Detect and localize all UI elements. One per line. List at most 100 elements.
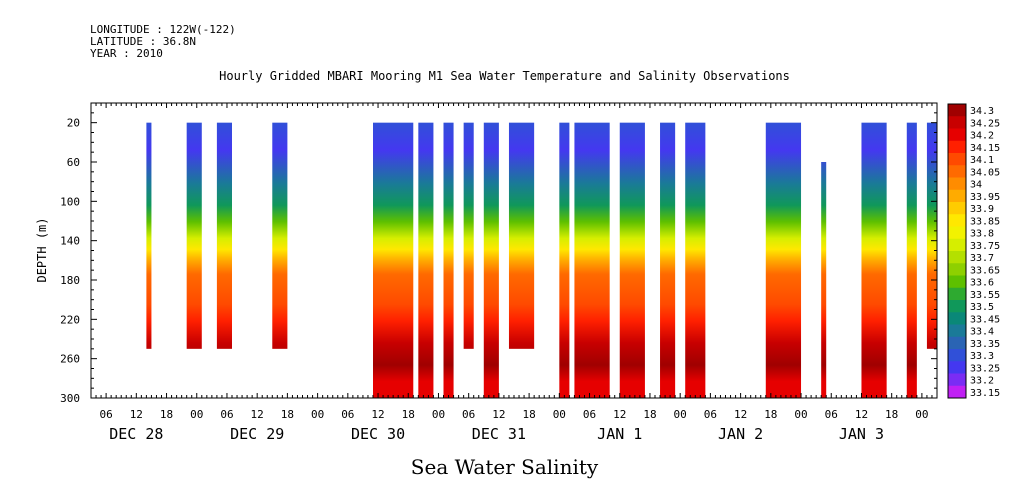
data-column-15 <box>765 122 802 399</box>
colorbar-label: 34.2 <box>970 131 994 142</box>
longitude-label: LONGITUDE : 122W(-122) <box>90 23 236 36</box>
colorbar-swatch <box>948 189 966 203</box>
x-hour-label: 06 <box>704 408 717 421</box>
x-hour-label: 00 <box>553 408 566 421</box>
colorbar-swatch <box>948 263 966 276</box>
colorbar: 34.334.2534.234.1534.134.053433.9533.933… <box>947 103 1000 399</box>
x-day-label: DEC 30 <box>351 425 405 443</box>
x-hour-label: 00 <box>674 408 687 421</box>
data-columns <box>146 122 937 399</box>
data-column-5 <box>418 122 434 399</box>
x-hour-label: 18 <box>402 408 415 421</box>
x-hour-label: 18 <box>281 408 294 421</box>
colorbar-label: 34.3 <box>970 106 994 117</box>
colorbar-frame <box>947 103 967 399</box>
colorbar-swatch <box>948 275 966 289</box>
x-hour-label: 12 <box>130 408 143 421</box>
latitude-label: LATITUDE : 36.8N <box>90 35 196 48</box>
colorbar-swatch <box>948 287 966 301</box>
data-column-7 <box>463 122 474 349</box>
colorbar-swatch <box>948 324 966 338</box>
colorbar-label: 34.1 <box>970 155 994 166</box>
colorbar-swatch <box>948 251 966 264</box>
x-hour-label: 00 <box>311 408 324 421</box>
colorbar-label: 34.15 <box>970 143 1000 154</box>
data-column-9 <box>508 122 535 349</box>
colorbar-swatch <box>948 128 966 142</box>
data-column-18 <box>906 122 917 399</box>
colorbar-swatch <box>948 177 966 191</box>
data-column-14 <box>685 122 706 399</box>
chart-footer-variable: Sea Water Salinity <box>410 455 599 479</box>
colorbar-label: 33.4 <box>970 327 994 338</box>
data-column-11 <box>574 122 610 399</box>
colorbar-label: 34.25 <box>970 118 1000 129</box>
x-hour-label: 06 <box>99 408 112 421</box>
data-column-1 <box>186 122 202 349</box>
data-column-8 <box>483 122 499 399</box>
colorbar-swatch <box>948 373 966 387</box>
x-hour-label: 06 <box>462 408 475 421</box>
x-hour-label: 12 <box>734 408 747 421</box>
colorbar-label: 33.2 <box>970 376 994 387</box>
colorbar-label: 33.25 <box>970 363 1000 374</box>
chart-title: Hourly Gridded MBARI Mooring M1 Sea Wate… <box>219 69 790 83</box>
colorbar-label: 33.55 <box>970 290 1000 301</box>
y-axis: 20 60 100 140 180 220 260 300 <box>60 102 937 405</box>
colorbar-label: 33.8 <box>970 229 994 240</box>
data-column-19 <box>926 122 937 349</box>
x-hour-label: 18 <box>643 408 656 421</box>
colorbar-label: 33.3 <box>970 351 994 362</box>
data-column-4 <box>373 122 414 399</box>
x-day-label: DEC 31 <box>472 425 526 443</box>
x-hour-label: 00 <box>190 408 203 421</box>
colorbar-swatch <box>948 153 966 166</box>
x-hour-label: 06 <box>583 408 596 421</box>
colorbar-label: 34.05 <box>970 167 1000 178</box>
colorbar-swatch <box>948 385 966 399</box>
x-hour-label: 00 <box>432 408 445 421</box>
x-hour-label: 06 <box>825 408 838 421</box>
colorbar-label: 33.9 <box>970 204 994 215</box>
colorbar-label: 33.45 <box>970 314 1000 325</box>
data-column-10 <box>559 122 570 399</box>
data-column-0 <box>146 122 152 349</box>
x-hour-label: 06 <box>341 408 354 421</box>
y-tick-label: 60 <box>67 156 80 169</box>
x-hour-label: 00 <box>915 408 928 421</box>
colorbar-label: 34 <box>970 180 982 191</box>
colorbar-swatch <box>948 226 966 240</box>
colorbar-swatch <box>948 104 966 117</box>
colorbar-label: 33.5 <box>970 302 994 313</box>
data-column-13 <box>660 122 676 399</box>
data-column-17 <box>861 122 887 399</box>
x-day-label: JAN 1 <box>597 425 642 443</box>
colorbar-swatch <box>948 140 966 154</box>
data-column-12 <box>619 122 645 399</box>
colorbar-swatch <box>948 202 966 215</box>
colorbar-swatch <box>948 116 966 129</box>
colorbar-swatch <box>948 214 966 227</box>
year-label: YEAR : 2010 <box>90 47 163 60</box>
y-tick-label: 20 <box>67 117 80 130</box>
data-column-16 <box>821 162 827 398</box>
colorbar-swatch <box>948 165 966 178</box>
x-hour-label: 18 <box>885 408 898 421</box>
x-hour-label: 00 <box>794 408 807 421</box>
y-tick-label: 140 <box>60 235 80 248</box>
colorbar-label: 33.75 <box>970 241 1000 252</box>
x-hour-label: 12 <box>613 408 626 421</box>
x-hour-label: 12 <box>251 408 264 421</box>
y-tick-label: 180 <box>60 274 80 287</box>
x-hour-label: 12 <box>371 408 384 421</box>
data-column-6 <box>443 122 454 399</box>
y-tick-label: 300 <box>60 392 80 405</box>
colorbar-swatch <box>948 349 966 362</box>
x-hour-label: 12 <box>492 408 505 421</box>
x-hour-label: 12 <box>855 408 868 421</box>
colorbar-swatch <box>948 300 966 313</box>
colorbar-swatch <box>948 361 966 374</box>
colorbar-swatch <box>948 238 966 252</box>
colorbar-label: 33.35 <box>970 339 1000 350</box>
